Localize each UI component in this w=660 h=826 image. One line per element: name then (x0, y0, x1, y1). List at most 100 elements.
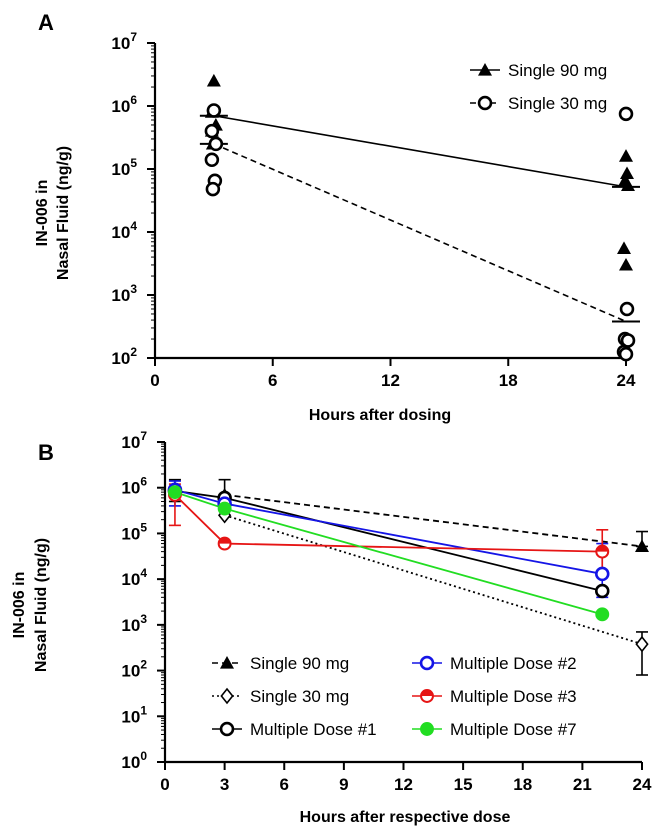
y-tick-label-base: 10 (121, 524, 140, 543)
y-tick-label: 103 (121, 612, 147, 635)
data-point (594, 566, 610, 582)
y-tick-label: 106 (111, 93, 137, 116)
panel-b-legend: Single 90 mg Single 30 mg Multiple Dose #1… (212, 654, 577, 739)
panel-a-xlabel: Hours after dosing (309, 407, 451, 424)
data-point (595, 607, 610, 622)
legend-marker (477, 95, 493, 111)
x-tick-label: 24 (617, 371, 636, 390)
panel-a-ylabel-line1: IN-006 in (34, 180, 51, 247)
y-tick-label-exponent: 3 (140, 612, 147, 626)
data-point (217, 501, 232, 516)
y-tick-label: 100 (121, 749, 147, 772)
y-tick-label: 105 (111, 156, 137, 179)
x-tick-label: 15 (454, 775, 473, 794)
series-line (174, 491, 603, 616)
series-line (213, 114, 627, 188)
panel-b: B IN-006 in Nasal Fluid (ng/g) Hours aft… (11, 429, 652, 826)
y-tick-label-exponent: 5 (140, 520, 147, 534)
data-point (595, 544, 610, 559)
y-tick-label: 107 (111, 30, 137, 53)
data-point-fill (596, 545, 609, 552)
data-point (594, 583, 610, 599)
data-point (167, 485, 182, 500)
y-tick-label-base: 10 (111, 349, 130, 368)
y-tick-label-exponent: 7 (140, 429, 147, 443)
y-tick-label-base: 10 (121, 662, 140, 681)
data-point (619, 149, 633, 162)
y-tick-label-exponent: 4 (140, 566, 147, 580)
data-point (620, 166, 634, 180)
x-tick-label: 21 (573, 775, 592, 794)
data-point (635, 635, 649, 653)
y-tick-label: 107 (121, 429, 147, 452)
panel-a-legend: Single 90 mg Single 30 mg (470, 61, 607, 113)
panel-a-label: A (38, 10, 54, 35)
data-point (208, 136, 224, 152)
x-tick-label: 6 (280, 775, 289, 794)
y-tick-label-base: 10 (111, 160, 130, 179)
y-tick-label-base: 10 (111, 286, 130, 305)
y-tick-label-base: 10 (121, 753, 140, 772)
series-line (224, 493, 643, 548)
x-tick-label: 6 (268, 371, 277, 390)
legend-marker (478, 63, 492, 76)
data-point (620, 333, 636, 348)
data-point (205, 181, 221, 197)
legend-marker (420, 689, 434, 703)
x-tick-label: 3 (220, 775, 229, 794)
x-tick-label: 9 (339, 775, 348, 794)
panel-b-label: B (38, 440, 54, 465)
y-tick-label: 104 (121, 566, 147, 589)
y-tick-label: 101 (121, 703, 147, 726)
y-tick-label: 106 (121, 475, 147, 498)
data-point (619, 257, 633, 271)
panel-a-data (199, 73, 640, 362)
panel-b-xlabel: Hours after respective dose (300, 809, 511, 826)
legend-marker-fill (421, 690, 433, 696)
legend-label: Multiple Dose #2 (450, 654, 577, 673)
data-point (217, 536, 232, 551)
legend-marker (419, 655, 435, 671)
legend-label: Single 90 mg (250, 654, 349, 673)
panel-b-ylabel-line2: Nasal Fluid (ng/g) (33, 538, 50, 672)
y-tick-label-base: 10 (121, 616, 140, 635)
data-point (204, 123, 220, 139)
data-point (206, 73, 221, 87)
legend-label: Single 30 mg (250, 687, 349, 706)
legend-marker (420, 722, 434, 736)
x-tick-label: 0 (150, 371, 159, 390)
y-tick-label-exponent: 5 (130, 156, 137, 170)
data-point (206, 103, 222, 118)
legend-marker (219, 721, 235, 737)
y-tick-label-exponent: 3 (130, 282, 137, 296)
y-tick-label-exponent: 7 (130, 30, 137, 44)
data-point (635, 539, 649, 553)
y-tick-label-exponent: 6 (140, 475, 147, 489)
y-tick-label: 104 (111, 219, 137, 242)
y-tick-label-exponent: 2 (130, 345, 137, 359)
series-line (224, 514, 643, 645)
y-tick-label-base: 10 (121, 707, 140, 726)
legend-label: Multiple Dose #3 (450, 687, 577, 706)
y-tick-label-base: 10 (111, 97, 130, 116)
y-tick-label-base: 10 (111, 34, 130, 53)
series-line (174, 494, 603, 553)
y-tick-label-base: 10 (121, 570, 140, 589)
legend-label: Multiple Dose #7 (450, 720, 577, 739)
panel-a-ylabel-line2: Nasal Fluid (ng/g) (55, 146, 72, 280)
x-tick-label: 12 (381, 371, 400, 390)
y-tick-label-exponent: 2 (140, 658, 147, 672)
data-point (618, 346, 634, 362)
data-point (617, 241, 631, 254)
legend-marker (220, 656, 234, 669)
legend-marker (220, 687, 234, 705)
y-tick-label-base: 10 (111, 223, 130, 242)
y-tick-label-base: 10 (121, 433, 140, 452)
panel-a: A IN-006 in Nasal Fluid (ng/g) Hours aft… (34, 10, 640, 424)
x-tick-label: 18 (499, 371, 518, 390)
x-tick-label: 24 (633, 775, 652, 794)
series-line (213, 143, 627, 323)
